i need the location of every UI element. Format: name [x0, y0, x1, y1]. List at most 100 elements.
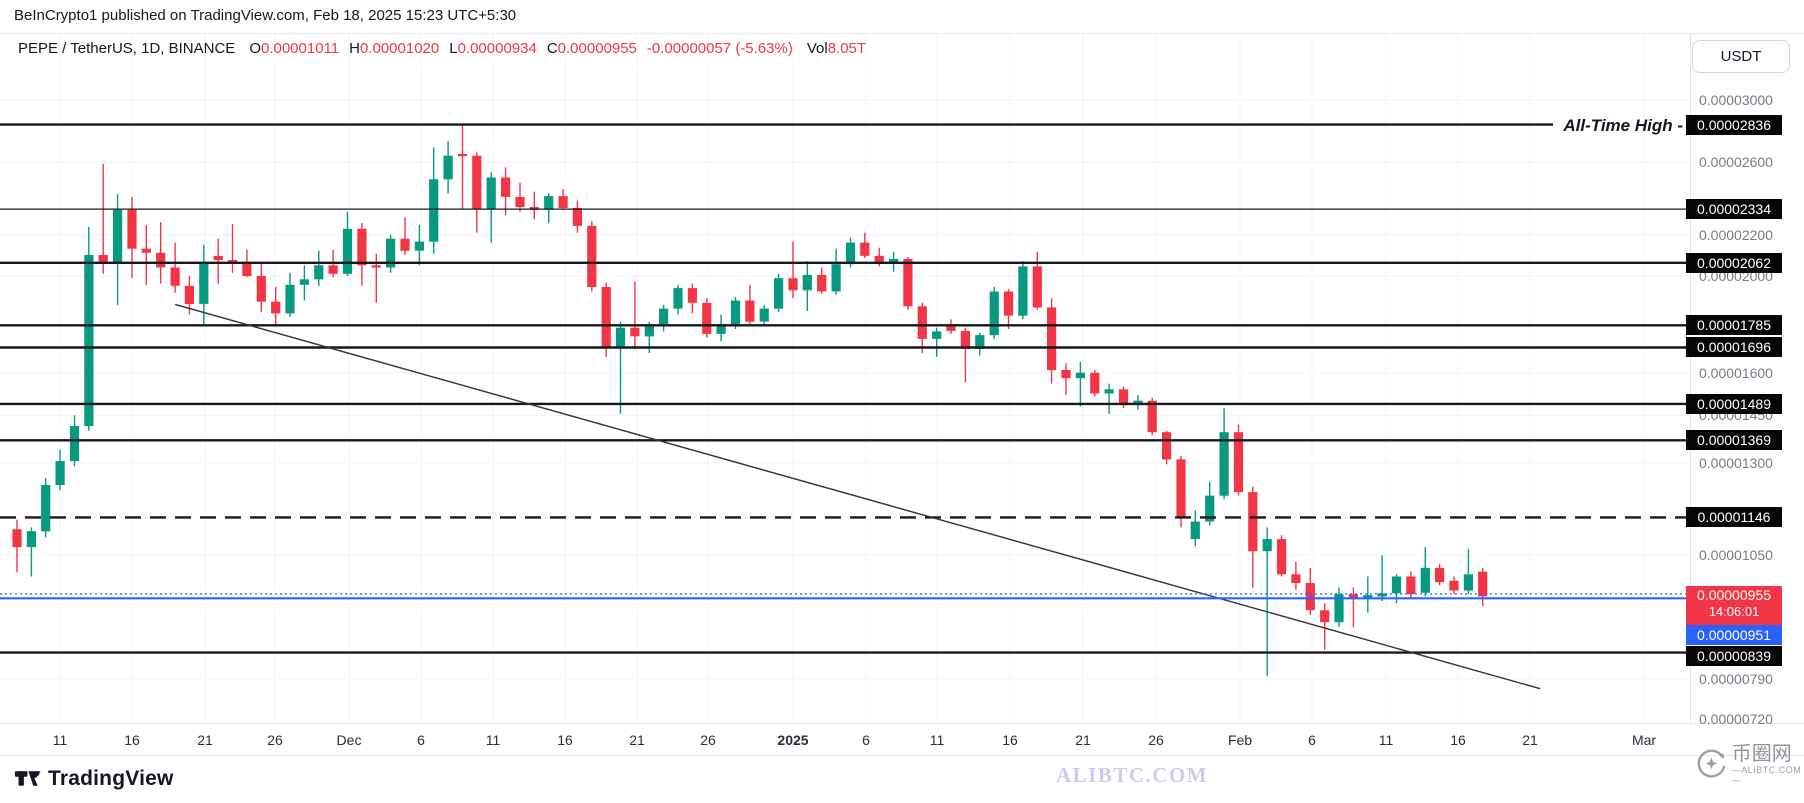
time-tick-21: 21: [1522, 732, 1538, 748]
price-badge-0.00002334: 0.00002334: [1686, 199, 1782, 219]
candle-body: [1478, 571, 1488, 597]
ath-annotation-label[interactable]: All-Time High -: [1563, 116, 1683, 135]
price-badge-0.00001489: 0.00001489: [1686, 394, 1782, 414]
candle-body: [41, 485, 51, 532]
candle-body: [69, 426, 80, 462]
candle-body: [285, 284, 295, 314]
candle-body: [328, 265, 338, 274]
publish-bar: BeInCrypto1 published on TradingView.com…: [0, 0, 1804, 34]
candle-body: [12, 529, 22, 548]
candle-body: [1277, 539, 1287, 575]
candle-body: [213, 255, 223, 261]
time-tick-11: 11: [52, 732, 68, 748]
candle-body: [1233, 432, 1244, 493]
current-price-badge: 0.00000955 14:06:01: [1686, 586, 1782, 625]
candle-body: [630, 327, 640, 337]
time-tick-11: 11: [485, 732, 501, 748]
time-tick-21: 21: [1075, 732, 1091, 748]
candle-body: [1018, 266, 1028, 316]
candle-body: [342, 228, 353, 274]
price-axis[interactable]: 0.00003000 0.00002600 0.00002200 0.00002000…: [1686, 33, 1804, 727]
candle-body: [400, 238, 410, 251]
candle-body: [917, 306, 927, 339]
candle-body: [1391, 576, 1402, 594]
candle-body: [486, 177, 496, 209]
candle-body: [271, 301, 281, 314]
price-tick-0.00001300: 0.00001300: [1699, 455, 1773, 471]
candle-body: [946, 324, 956, 331]
time-tick-6: 6: [862, 732, 870, 748]
candle-body: [386, 238, 396, 268]
candle-body: [184, 285, 194, 304]
price-tick-0.00001600: 0.00001600: [1699, 365, 1773, 381]
candle-body: [1219, 432, 1229, 496]
chart-legend: PEPE / TetherUS, 1D, BINANCE O0.00001011 H…: [18, 40, 876, 57]
time-tick-16: 16: [124, 732, 140, 748]
candle-body: [960, 330, 970, 349]
candle-body: [1420, 567, 1430, 593]
footer-bar: TradingView ALIBTC.COM 币圈网 —ALIBTC.COM—: [0, 743, 1804, 803]
tradingview-logo[interactable]: TradingView: [14, 765, 174, 792]
candle-body: [860, 242, 870, 256]
descending-trendline[interactable]: [174, 303, 1541, 690]
currency-toggle-button[interactable]: USDT: [1692, 40, 1790, 73]
price-badge-0.00001146: 0.00001146: [1686, 507, 1782, 527]
time-tick-6: 6: [1308, 732, 1316, 748]
candle-body: [227, 260, 238, 264]
candle-body: [1118, 389, 1129, 406]
candle-body: [1090, 372, 1100, 394]
candle-body: [1334, 594, 1344, 623]
price-tick-0.00003000: 0.00003000: [1699, 92, 1773, 108]
candle-body: [113, 209, 123, 263]
candle-body: [687, 288, 697, 303]
ohlc-close: C0.00000955: [546, 40, 637, 57]
candle-body: [1406, 576, 1416, 595]
candle-body: [1449, 580, 1459, 591]
time-tick-21: 21: [629, 732, 645, 748]
price-tick-0.00000790: 0.00000790: [1699, 671, 1773, 687]
candle-body: [759, 308, 769, 322]
candle-body: [414, 241, 424, 251]
candle-body: [98, 254, 108, 263]
candle-body: [932, 331, 942, 339]
candle-body: [989, 291, 999, 336]
symbol-title[interactable]: PEPE / TetherUS, 1D, BINANCE: [18, 40, 236, 57]
candle-body: [1047, 307, 1057, 371]
candle-body: [874, 255, 884, 264]
time-tick-16: 16: [1002, 732, 1018, 748]
candle-body: [55, 461, 65, 485]
time-tick-26: 26: [1148, 732, 1164, 748]
candle-body: [1435, 567, 1445, 583]
candle-body: [472, 155, 482, 209]
time-tick-11: 11: [1378, 732, 1394, 748]
candle-body: [1205, 495, 1215, 522]
candle-body: [903, 259, 913, 307]
tradingview-icon: [14, 771, 41, 786]
candle-body: [1190, 521, 1200, 540]
candle-body: [242, 263, 252, 276]
price-badge-0.00000839: 0.00000839: [1686, 646, 1782, 666]
candle-body: [1463, 574, 1473, 591]
candle-body: [127, 209, 137, 249]
brand-subtitle: —ALIBTC.COM—: [1731, 765, 1802, 785]
candle-body: [26, 531, 36, 548]
alert-price-badge: 0.00000951: [1686, 625, 1782, 645]
time-tick-16: 16: [557, 732, 573, 748]
candle-body: [170, 267, 180, 286]
publish-text: BeInCrypto1 published on TradingView.com…: [14, 7, 517, 24]
time-axis[interactable]: 11 16 21 26 Dec 6 11 16 21 26 2025 6 11 16 21 26 Feb 6 11 1…: [0, 723, 1804, 756]
time-tick-26: 26: [267, 732, 283, 748]
price-badge-0.00001696: 0.00001696: [1686, 337, 1782, 357]
time-tick-Mar: Mar: [1631, 732, 1657, 748]
candle-body: [788, 278, 798, 291]
candle-body: [889, 259, 899, 264]
price-tick-0.00002600: 0.00002600: [1699, 154, 1773, 170]
candle-body: [601, 287, 611, 347]
ohlc-high: H0.00001020: [349, 40, 440, 57]
volume-readout: Vol8.05T: [806, 40, 867, 57]
price-tick-0.00002200: 0.00002200: [1699, 227, 1773, 243]
candle-body: [156, 252, 166, 268]
candle-body: [817, 274, 827, 292]
candle-body: [702, 302, 712, 334]
